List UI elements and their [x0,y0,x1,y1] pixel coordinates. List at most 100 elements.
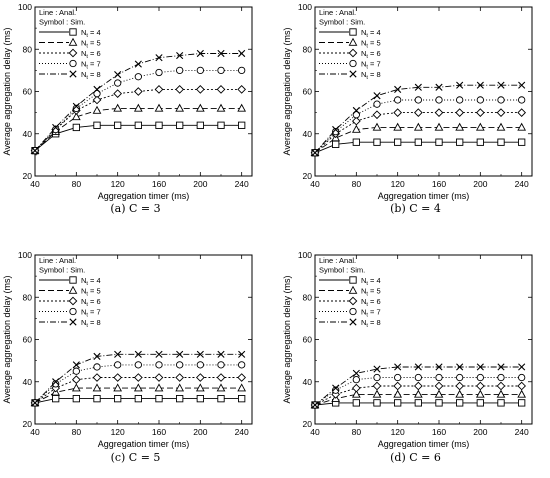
data-point-square [373,399,381,407]
y-tick-label: 40 [303,129,313,139]
data-point-square [456,399,464,407]
data-point-square [476,138,484,146]
data-point-triangle [216,383,226,392]
x-tick-label: 240 [235,427,249,437]
data-point-x [72,361,80,369]
data-point-x [456,363,464,371]
x-tick-label: 40 [30,179,40,189]
x-tick-label: 80 [72,179,82,189]
data-point-x [176,350,184,358]
data-point-x [476,363,484,371]
y-tick-label: 100 [298,250,312,260]
data-point-circle [414,373,422,382]
data-point-circle [93,89,101,98]
data-point-triangle [154,383,164,392]
data-point-triangle [175,103,185,112]
data-point-diamond [393,108,403,117]
legend-label: Nt = 4 [361,276,381,287]
data-point-x [72,102,80,110]
data-point-triangle [475,389,485,398]
legend-label: Nt = 5 [81,287,101,298]
data-point-triangle [216,103,226,112]
legend-header: Line : Anal. [319,8,356,17]
data-point-x [196,49,204,58]
data-point-circle [134,73,142,81]
series-line [34,88,242,152]
data-point-triangle [71,383,81,392]
data-point-x [332,384,340,392]
data-point-diamond [113,89,123,98]
x-tick-label: 40 [310,427,320,437]
data-point-square [196,395,204,403]
data-point-circle [518,96,526,104]
y-tick-label: 100 [18,250,32,260]
series-2 [30,103,247,154]
data-point-triangle [413,122,423,131]
x-tick-label: 40 [310,179,320,189]
y-tick-label: 80 [303,292,313,302]
x-axis-label: Aggregation timer (ms) [98,191,190,201]
legend-marker-square [69,276,77,284]
legend-marker-x [69,70,77,78]
data-point-square [394,399,402,407]
data-point-diamond [175,373,185,382]
data-point-circle [352,111,360,119]
data-point-circle [352,375,360,384]
data-point-diamond [455,108,465,117]
data-point-x [134,60,142,68]
series-1 [31,121,246,155]
y-tick-label: 100 [298,2,312,12]
data-point-diamond [517,108,527,117]
legend-label: Nt = 7 [361,60,381,71]
data-point-circle [114,79,122,87]
y-tick-label: 40 [303,377,313,387]
legend-header: Line : Anal. [39,8,76,17]
legend-header: Symbol : Sim. [39,266,85,275]
data-point-triangle [154,103,164,112]
data-point-diamond [517,381,527,391]
y-tick-label: 60 [303,335,313,345]
x-tick-label: 120 [391,427,405,437]
legend-marker-square [349,28,357,36]
panel-caption: (c) C = 5 [111,451,161,464]
data-point-square [114,121,122,129]
data-point-x [114,71,122,79]
series-line [34,124,242,152]
data-point-square [52,395,60,403]
data-point-diamond [195,373,205,382]
data-point-diamond [92,373,102,382]
data-point-diamond [133,87,143,96]
data-point-x [456,81,464,89]
legend: Line : Anal.Symbol : Sim.Nt = 4Nt = 5Nt … [319,256,381,329]
series-line [314,385,522,406]
series-2 [310,122,527,157]
x-tick-label: 160 [432,179,446,189]
x-axis-label: Aggregation timer (ms) [378,191,470,201]
data-point-square [155,395,163,403]
x-tick-label: 40 [30,427,40,437]
legend-marker-circle [349,307,357,316]
series-line [314,112,522,154]
data-point-x [497,81,505,89]
y-tick-label: 80 [23,292,33,302]
data-point-circle [414,96,422,104]
data-point-x [518,363,526,371]
series-2 [310,389,527,409]
y-tick-label: 40 [23,129,33,139]
data-point-x [217,49,225,58]
data-point-circle [196,66,204,75]
data-point-square [435,138,443,146]
data-point-x [52,378,60,386]
data-point-diamond [372,381,382,391]
series-line [34,353,242,404]
legend-label: Nt = 4 [81,28,101,39]
data-point-x [518,81,526,89]
data-point-square [518,399,526,407]
series-5 [31,350,246,407]
data-point-x [93,85,101,93]
data-point-x [394,363,402,371]
x-tick-label: 120 [111,427,125,437]
data-point-circle [176,361,184,369]
legend-marker-diamond [68,296,78,306]
